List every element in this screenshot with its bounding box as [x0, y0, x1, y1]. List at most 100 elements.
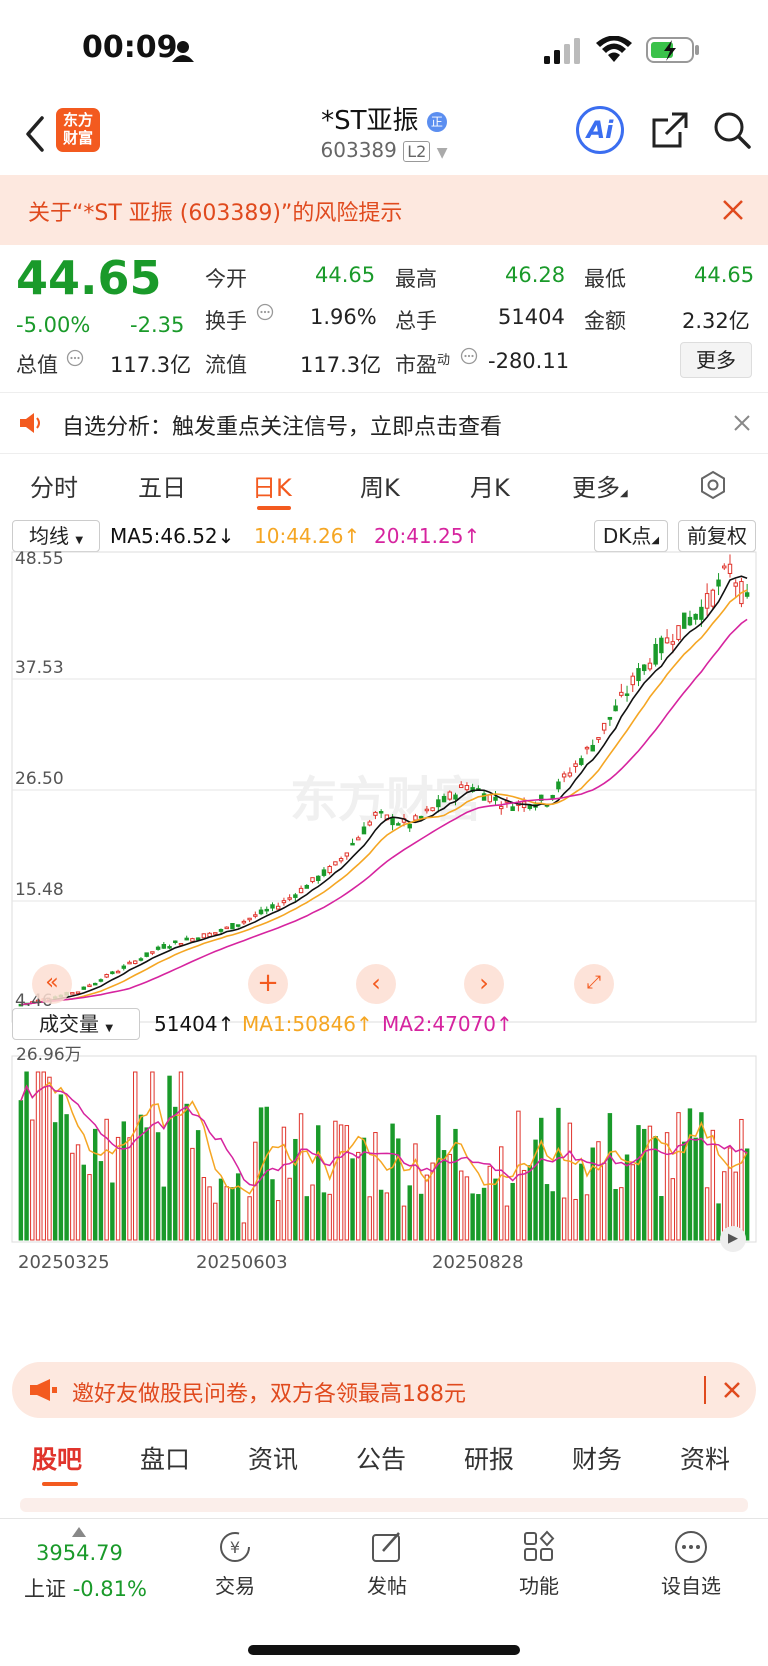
- volume-bar: [441, 1150, 447, 1241]
- index-row[interactable]: 上证 -0.81%: [24, 1573, 147, 1603]
- rewind-icon[interactable]: «: [32, 964, 72, 1004]
- mktcap-value: 117.3亿: [110, 353, 192, 377]
- zoom-in-icon[interactable]: +: [248, 964, 288, 1004]
- logo-line-1: 东方: [62, 111, 93, 129]
- candle: [744, 592, 750, 597]
- date-axis-label: 20250325: [18, 1252, 110, 1273]
- candle: [722, 565, 727, 569]
- change-percent: -5.00%: [16, 313, 91, 337]
- close-icon[interactable]: [722, 199, 744, 221]
- close-icon[interactable]: [734, 415, 750, 431]
- volume-bar: [407, 1185, 412, 1241]
- trade-button[interactable]: ¥ 交易: [180, 1529, 290, 1599]
- volume-selector[interactable]: 成交量 ▼: [12, 1008, 140, 1040]
- yuan-cycle-icon: ¥: [220, 1532, 250, 1562]
- volume-bar: [24, 1071, 29, 1241]
- low-value: 44.65: [694, 263, 755, 287]
- functions-button[interactable]: 功能: [484, 1529, 594, 1599]
- search-icon[interactable]: [712, 110, 752, 150]
- candle: [676, 625, 681, 640]
- tab-five-day[interactable]: 五日: [138, 474, 186, 502]
- volume-bar: [190, 1147, 195, 1241]
- candle: [630, 675, 635, 686]
- edit-icon: [372, 1532, 400, 1562]
- ai-button[interactable]: Ai: [576, 106, 624, 154]
- level-badge: L2: [403, 141, 431, 162]
- chevron-left-icon[interactable]: ‹: [356, 964, 396, 1004]
- survey-banner[interactable]: 邀好友做股民问卷，双方各领最高188元: [12, 1362, 756, 1418]
- tab-announcements[interactable]: 公告: [356, 1445, 407, 1474]
- info-icon[interactable]: [256, 303, 274, 321]
- tab-weekly-k[interactable]: 周K: [360, 474, 400, 502]
- volume-bar: [178, 1071, 184, 1241]
- adjust-button[interactable]: 前复权: [678, 520, 756, 552]
- home-indicator: [248, 1645, 520, 1655]
- volume-bar: [247, 1196, 252, 1241]
- app-logo[interactable]: 东方 财富: [56, 108, 100, 152]
- candle: [436, 799, 441, 808]
- stock-title[interactable]: *ST亚振 正: [0, 100, 768, 137]
- tab-monthly-k[interactable]: 月K: [470, 474, 510, 502]
- info-icon[interactable]: [460, 347, 478, 365]
- candle: [110, 971, 115, 975]
- candle: [321, 869, 327, 876]
- volume-bar: [138, 1114, 144, 1241]
- close-icon[interactable]: [724, 1382, 740, 1398]
- volume-ma-line: [20, 1084, 748, 1187]
- candle: [327, 866, 332, 874]
- candle: [304, 884, 310, 889]
- candle: [590, 744, 595, 752]
- more-button[interactable]: 更多: [680, 342, 752, 378]
- signal-icon: [544, 38, 580, 64]
- candle: [361, 826, 367, 835]
- notice-bar[interactable]: 自选分析：触发重点关注信号，立即点击查看: [0, 392, 768, 454]
- volume-bar: [464, 1176, 470, 1241]
- tab-daily-k[interactable]: 日K: [252, 474, 292, 502]
- risk-warning-bar[interactable]: 关于“*ST 亚振 (603389)”的风险提示: [0, 175, 768, 245]
- candle: [70, 992, 75, 995]
- logo-line-2: 财富: [62, 129, 93, 147]
- add-watchlist-button[interactable]: 设自选: [636, 1529, 746, 1599]
- vol-ma1-readout: MA1:50846↑: [242, 1012, 373, 1036]
- info-icon[interactable]: [66, 349, 84, 367]
- back-arrow-icon[interactable]: [22, 114, 46, 154]
- expand-icon[interactable]: ⤢: [574, 964, 614, 1004]
- stock-code-row[interactable]: 603389 L2 ▼: [0, 138, 768, 162]
- mktcap-label: 总值: [16, 353, 58, 377]
- share-icon[interactable]: [650, 110, 690, 150]
- tab-forum[interactable]: 股吧: [32, 1445, 83, 1474]
- volume-bar: [155, 1132, 161, 1241]
- volume-bar: [47, 1076, 52, 1241]
- active-tab-indicator: [42, 1482, 78, 1486]
- tab-profile[interactable]: 资料: [680, 1445, 731, 1474]
- post-button[interactable]: 发帖: [332, 1529, 442, 1599]
- candle: [344, 852, 350, 857]
- candle: [367, 821, 372, 826]
- candle: [390, 817, 395, 826]
- dk-point-button[interactable]: DK点◢: [594, 520, 668, 552]
- candle: [378, 811, 384, 814]
- tab-orderbook[interactable]: 盘口: [140, 1445, 191, 1474]
- tab-intraday[interactable]: 分时: [30, 474, 78, 502]
- tab-more-label: 更多: [572, 474, 620, 502]
- candle: [195, 937, 201, 941]
- tab-news[interactable]: 资讯: [248, 1445, 299, 1474]
- play-icon[interactable]: ▶: [720, 1226, 746, 1252]
- megaphone-icon: [30, 1379, 57, 1401]
- candle: [447, 791, 452, 800]
- ma-selector[interactable]: 均线 ▼: [12, 520, 100, 552]
- volume-bar: [115, 1136, 121, 1241]
- pe-label-text: 市盈: [395, 353, 437, 377]
- tab-research[interactable]: 研报: [464, 1445, 515, 1474]
- tab-finance[interactable]: 财务: [572, 1445, 623, 1474]
- candle: [699, 606, 704, 620]
- tab-more[interactable]: 更多◢: [572, 468, 628, 503]
- gear-icon[interactable]: [698, 470, 728, 500]
- volume-bar: [607, 1113, 613, 1241]
- index-value[interactable]: 3954.79: [36, 1541, 123, 1565]
- banner-text: 邀好友做股民问卷，双方各领最高188元: [72, 1382, 466, 1407]
- candle: [184, 937, 189, 941]
- chevron-right-icon[interactable]: ›: [464, 964, 504, 1004]
- volume-bar: [333, 1120, 338, 1241]
